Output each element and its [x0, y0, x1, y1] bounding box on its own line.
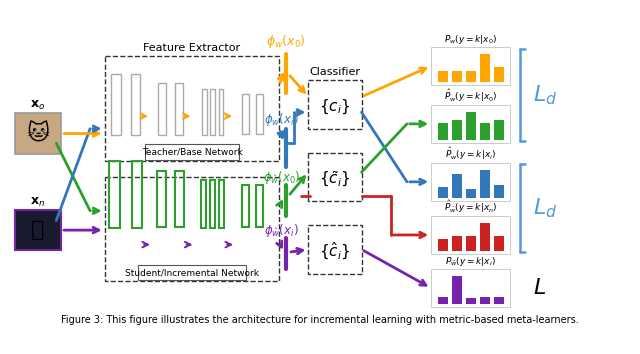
- Bar: [466, 189, 476, 198]
- Bar: [452, 71, 461, 82]
- Bar: [157, 83, 166, 136]
- Text: $\mathbf{x}_n$: $\mathbf{x}_n$: [30, 195, 45, 209]
- Bar: [466, 112, 476, 140]
- Text: $\mathbf{x}_o$: $\mathbf{x}_o$: [30, 99, 45, 112]
- Text: Classifier: Classifier: [310, 67, 360, 77]
- Bar: [220, 180, 225, 228]
- Bar: [242, 94, 249, 135]
- Bar: [438, 124, 448, 140]
- Text: $\phi_w(x_0)$: $\phi_w(x_0)$: [266, 33, 306, 50]
- Bar: [493, 67, 504, 82]
- Bar: [157, 171, 166, 227]
- Bar: [493, 120, 504, 140]
- Text: 🐱: 🐱: [26, 123, 49, 144]
- Bar: [479, 124, 490, 140]
- Text: $P_w(y=k|x_0)$: $P_w(y=k|x_0)$: [444, 33, 497, 46]
- Bar: [493, 297, 504, 304]
- Bar: [438, 239, 448, 251]
- Bar: [211, 89, 215, 136]
- FancyBboxPatch shape: [145, 144, 239, 160]
- Bar: [452, 120, 461, 140]
- Bar: [175, 171, 184, 227]
- FancyBboxPatch shape: [431, 104, 510, 143]
- Bar: [202, 89, 207, 136]
- Bar: [438, 71, 448, 82]
- Bar: [466, 71, 476, 82]
- Bar: [452, 236, 461, 251]
- Bar: [242, 185, 249, 227]
- Bar: [479, 54, 490, 82]
- Text: Feature Extractor: Feature Extractor: [143, 42, 241, 52]
- Bar: [256, 185, 263, 227]
- Bar: [493, 236, 504, 251]
- Bar: [479, 170, 490, 198]
- Text: $L_d$: $L_d$: [534, 196, 558, 220]
- Bar: [109, 161, 120, 228]
- Text: Teacher/Base Network: Teacher/Base Network: [141, 147, 243, 156]
- Bar: [479, 297, 490, 304]
- Text: $\phi_{\hat{w}}(x_i)$: $\phi_{\hat{w}}(x_i)$: [264, 222, 299, 239]
- Bar: [211, 180, 215, 228]
- Bar: [111, 74, 121, 136]
- Text: $\{\tilde{c}_i\}$: $\{\tilde{c}_i\}$: [319, 169, 351, 189]
- Text: $P_{\hat{w}}(y=k|x_i)$: $P_{\hat{w}}(y=k|x_i)$: [445, 255, 496, 268]
- Text: Student/Incremental Network: Student/Incremental Network: [125, 268, 259, 277]
- Text: $\{c_i\}$: $\{c_i\}$: [319, 97, 351, 116]
- Bar: [438, 297, 448, 304]
- Text: $L_d$: $L_d$: [534, 83, 558, 107]
- Bar: [438, 187, 448, 198]
- Text: $\hat{P}_{\hat{w}}(y=k|x_n)$: $\hat{P}_{\hat{w}}(y=k|x_n)$: [444, 198, 497, 215]
- Bar: [479, 223, 490, 251]
- Text: $\{\hat{c}_i\}$: $\{\hat{c}_i\}$: [319, 241, 351, 262]
- Bar: [466, 298, 476, 304]
- Text: $\hat{P}_w(y=k|x_0)$: $\hat{P}_w(y=k|x_0)$: [444, 87, 497, 104]
- Text: $\hat{P}_w(y=k|x_i)$: $\hat{P}_w(y=k|x_i)$: [445, 145, 496, 161]
- FancyBboxPatch shape: [431, 216, 510, 254]
- FancyBboxPatch shape: [431, 47, 510, 85]
- Bar: [201, 180, 206, 228]
- FancyBboxPatch shape: [15, 210, 61, 250]
- Bar: [493, 185, 504, 198]
- FancyBboxPatch shape: [138, 265, 246, 280]
- Text: 🐯: 🐯: [31, 220, 45, 240]
- FancyBboxPatch shape: [15, 113, 61, 154]
- Text: Figure 3: This figure illustrates the architecture for incremental learning with: Figure 3: This figure illustrates the ar…: [61, 315, 579, 325]
- FancyBboxPatch shape: [431, 162, 510, 201]
- Bar: [175, 83, 183, 136]
- Bar: [219, 89, 223, 136]
- Bar: [131, 74, 140, 136]
- Bar: [256, 94, 263, 135]
- Bar: [452, 174, 461, 198]
- Text: $L$: $L$: [534, 278, 547, 298]
- Text: $\phi_{\hat{w}}(x_0)$: $\phi_{\hat{w}}(x_0)$: [262, 169, 300, 185]
- FancyBboxPatch shape: [431, 269, 510, 307]
- Text: $\phi_w(x_i)$: $\phi_w(x_i)$: [264, 110, 299, 127]
- Bar: [452, 276, 461, 304]
- Bar: [466, 236, 476, 251]
- Bar: [132, 161, 142, 228]
